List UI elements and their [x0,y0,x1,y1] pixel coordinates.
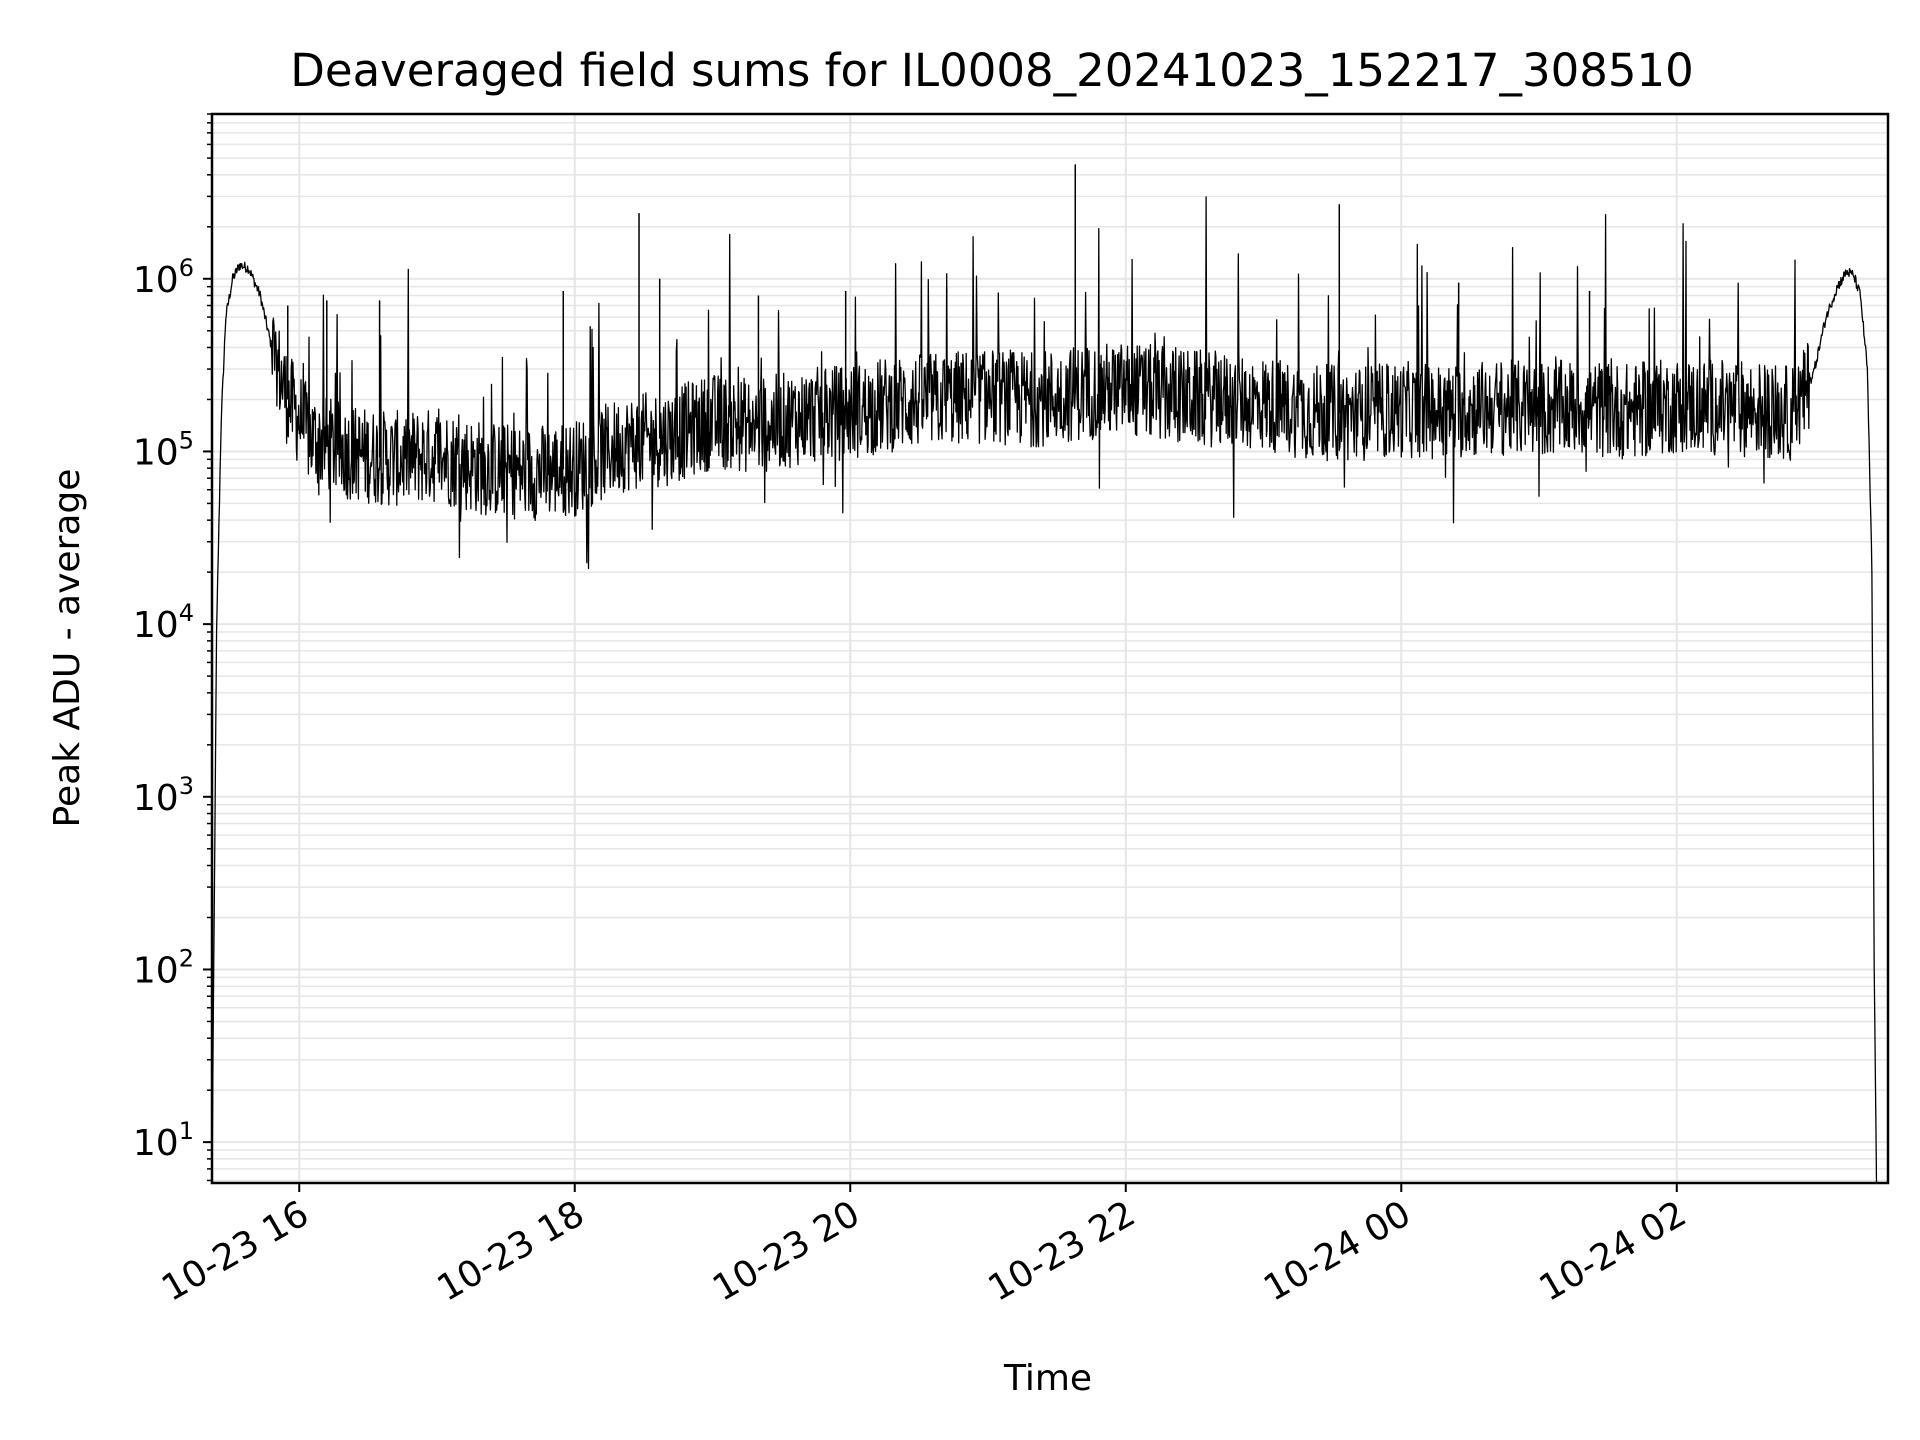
y-tick-exponent: 6 [179,254,194,282]
x-axis-ticks: 10-23 16 10-23 18 10-23 20 10-23 22 10-24 00… [155,1183,1693,1310]
y-tick-label: 103 [133,772,194,819]
y-tick-label: 105 [133,426,194,473]
y-tick-exponent: 4 [179,599,194,627]
x-tick-label: 10-24 00 [1257,1193,1418,1309]
y-tick-label: 104 [133,599,194,646]
y-tick-exponent: 2 [179,944,194,972]
y-tick-label: 106 [133,254,194,301]
y-tick-base: 10 [133,432,179,473]
x-tick-label: 10-23 22 [982,1193,1143,1309]
chart-title: Deaveraged field sums for IL0008_2024102… [290,44,1694,97]
x-axis-label: Time [1003,1358,1092,1399]
y-tick-base: 10 [133,605,179,646]
y-tick-base: 10 [133,260,179,301]
plot-frame [210,112,1890,1185]
x-tick-label: 10-24 02 [1533,1193,1694,1309]
x-tick-label: 10-23 16 [155,1193,316,1309]
y-tick-exponent: 3 [179,772,194,800]
y-tick-exponent: 5 [179,426,194,454]
x-tick-label: 10-23 20 [706,1193,867,1309]
y-tick-base: 10 [133,1123,179,1164]
x-tick-label: 10-23 18 [431,1193,592,1309]
y-tick-base: 10 [133,950,179,991]
y-tick-label: 102 [133,944,194,991]
y-tick-label: 101 [133,1117,194,1164]
y-tick-exponent: 1 [179,1117,194,1145]
grid-lines [212,113,1888,1183]
series-trace [211,196,1878,1184]
series-line [211,164,1878,1184]
y-axis-label: Peak ADU - average [47,469,88,828]
y-tick-base: 10 [133,778,179,819]
